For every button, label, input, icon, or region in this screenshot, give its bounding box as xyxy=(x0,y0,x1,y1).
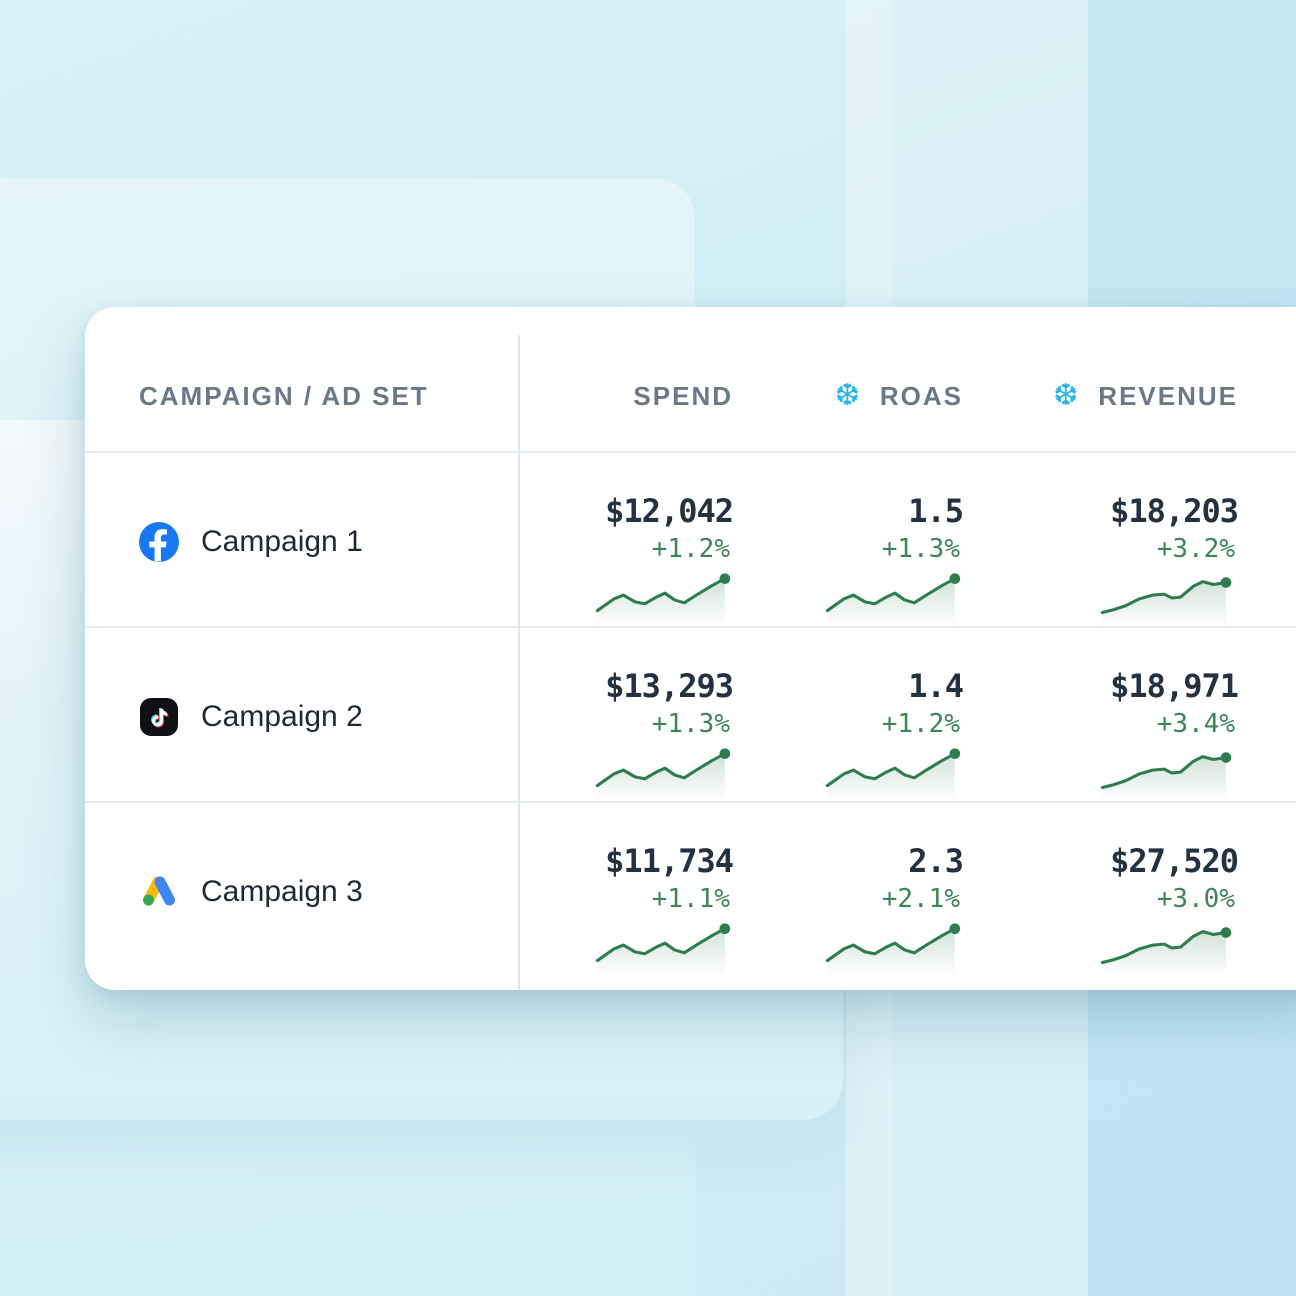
snowflake-icon: ❆ xyxy=(1053,378,1081,413)
column-header-revenue-label: REVENUE xyxy=(1098,380,1238,411)
table-row-campaign-3[interactable]: Campaign 3 $11,734 +1.1% 2.3 +2.1% $27,5… xyxy=(85,801,1296,976)
sparkline-up xyxy=(595,748,731,801)
sparkline-up xyxy=(595,573,731,626)
revenue-cell: $27,520 +3.0% xyxy=(978,803,1253,976)
sparkline-up xyxy=(595,923,731,976)
metric-value: 1.4 xyxy=(908,667,964,705)
sparkline-up xyxy=(1100,577,1232,626)
metric-change: +3.0% xyxy=(1156,884,1235,914)
campaign-name: Campaign 1 xyxy=(201,525,363,558)
spend-cell: $13,293 +1.3% xyxy=(518,628,748,801)
metric-value: $12,042 xyxy=(605,492,734,530)
campaign-name: Campaign 3 xyxy=(201,875,363,908)
spend-cell: $11,734 +1.1% xyxy=(518,803,748,976)
metric-value: 2.3 xyxy=(908,842,964,880)
metric-change: +2.1% xyxy=(881,884,960,914)
column-header-spend: SPEND xyxy=(518,307,748,451)
table-header-row: CAMPAIGN / AD SET SPEND ❆ ROAS ❆ REVENUE xyxy=(85,307,1296,451)
tiktok-icon xyxy=(140,698,178,736)
metric-change: +1.1% xyxy=(651,884,730,914)
sparkline-up xyxy=(1100,927,1232,976)
revenue-cell: $18,203 +3.2% xyxy=(978,453,1253,626)
column-header-roas-label: ROAS xyxy=(879,380,963,411)
metric-value: $18,971 xyxy=(1110,667,1239,705)
metric-change: +3.4% xyxy=(1156,709,1235,739)
roas-cell: 1.5 +1.3% xyxy=(748,453,978,626)
revenue-cell: $18,971 +3.4% xyxy=(978,628,1253,801)
metric-value: $11,734 xyxy=(605,842,734,880)
campaign-metrics-card: CAMPAIGN / AD SET SPEND ❆ ROAS ❆ REVENUE… xyxy=(85,307,1296,990)
snowflake-icon: ❆ xyxy=(834,378,862,413)
spend-cell: $12,042 +1.2% xyxy=(518,453,748,626)
roas-cell: 1.4 +1.2% xyxy=(748,628,978,801)
sparkline-up xyxy=(1100,752,1232,801)
campaign-name: Campaign 2 xyxy=(201,700,363,733)
column-divider xyxy=(518,335,520,990)
google-ads-icon xyxy=(143,876,175,906)
sparkline-up xyxy=(825,923,961,976)
column-header-roas: ❆ ROAS xyxy=(748,307,978,451)
table-row-campaign-2[interactable]: Campaign 2 $13,293 +1.3% 1.4 +1.2% $18,9… xyxy=(85,626,1296,801)
sparkline-up xyxy=(825,748,961,801)
table-row-campaign-1[interactable]: Campaign 1 $12,042 +1.2% 1.5 +1.3% xyxy=(85,451,1296,626)
column-header-revenue: ❆ REVENUE xyxy=(978,307,1253,451)
metric-change: +3.2% xyxy=(1156,534,1235,564)
metric-change: +1.3% xyxy=(651,709,730,739)
metric-value: $18,203 xyxy=(1110,492,1239,530)
metric-change: +1.2% xyxy=(881,709,960,739)
column-header-campaign: CAMPAIGN / AD SET xyxy=(139,380,429,411)
metric-value: 1.5 xyxy=(908,492,964,530)
metric-value: $13,293 xyxy=(605,667,734,705)
metric-value: $27,520 xyxy=(1110,842,1239,880)
column-header-spend-label: SPEND xyxy=(633,380,733,411)
sparkline-up xyxy=(825,573,961,626)
metric-change: +1.3% xyxy=(881,534,960,564)
metric-change: +1.2% xyxy=(651,534,730,564)
facebook-icon xyxy=(139,522,179,562)
roas-cell: 2.3 +2.1% xyxy=(748,803,978,976)
